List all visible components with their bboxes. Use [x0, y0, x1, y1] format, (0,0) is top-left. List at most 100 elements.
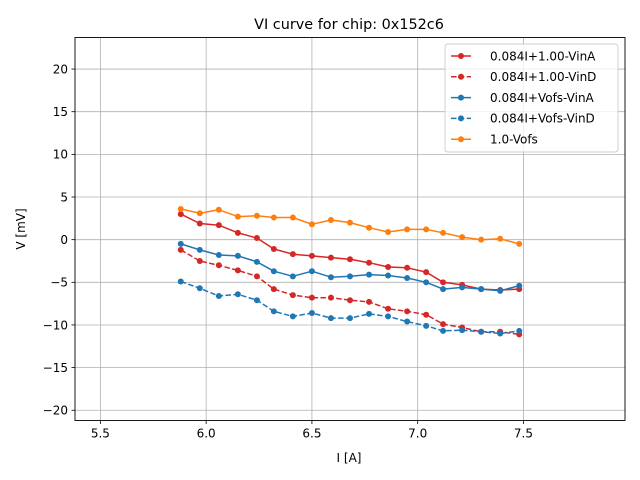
legend-marker	[458, 136, 464, 143]
x-tick-label: 6.0	[197, 427, 216, 441]
data-point	[177, 211, 184, 218]
data-point	[253, 258, 260, 265]
data-point	[385, 263, 392, 270]
data-point	[289, 292, 296, 299]
data-point	[215, 252, 222, 259]
y-tick-label: −10	[43, 318, 68, 332]
legend-entry: 1.0-Vofs	[451, 133, 538, 147]
data-point	[308, 310, 315, 317]
data-point	[404, 264, 411, 271]
data-point	[270, 286, 277, 293]
legend-marker	[458, 115, 464, 122]
legend-marker	[458, 73, 464, 80]
legend-frame	[444, 43, 619, 153]
data-point	[196, 257, 203, 264]
data-point	[177, 278, 184, 285]
series-line	[180, 208, 520, 245]
data-point	[497, 330, 504, 337]
data-point	[459, 284, 466, 291]
data-point	[270, 214, 277, 221]
y-tick-label: 20	[53, 62, 68, 76]
data-point	[289, 273, 296, 280]
data-point	[177, 246, 184, 253]
legend-entry: 0.084I+Vofs-VinD	[451, 112, 595, 126]
legend-label: 1.0-Vofs	[490, 133, 538, 147]
data-point	[215, 262, 222, 269]
legend-label: 0.084I+1.00-VinA	[490, 49, 596, 63]
y-tick-label: −15	[43, 361, 68, 375]
data-point	[423, 322, 430, 329]
data-point	[289, 313, 296, 320]
data-point	[215, 222, 222, 229]
data-point	[478, 286, 485, 293]
y-tick-label: −5	[50, 276, 68, 290]
series-line	[180, 243, 520, 292]
data-point	[289, 214, 296, 221]
data-point	[234, 291, 241, 298]
x-axis-label: I [A]	[337, 451, 362, 465]
data-point	[308, 252, 315, 259]
data-point	[347, 273, 353, 280]
data-point	[234, 267, 241, 274]
data-point	[347, 256, 353, 263]
data-point	[366, 224, 373, 231]
data-point	[327, 315, 334, 322]
y-tick-label: 5	[60, 190, 68, 204]
data-point	[459, 234, 466, 241]
y-tick-label: 10	[53, 148, 68, 162]
data-point	[440, 327, 447, 334]
data-point	[234, 229, 241, 236]
data-point	[347, 315, 353, 322]
series-5	[177, 205, 523, 247]
data-point	[234, 213, 241, 220]
series-line	[180, 280, 520, 335]
data-point	[423, 279, 430, 286]
plot-frame	[74, 37, 626, 421]
data-point	[327, 254, 334, 261]
data-point	[253, 273, 260, 280]
data-point	[497, 235, 504, 242]
data-point	[177, 240, 184, 247]
data-point	[253, 234, 260, 241]
data-point	[440, 279, 447, 286]
data-point	[423, 311, 430, 318]
data-point	[196, 285, 203, 292]
legend-marker	[458, 53, 464, 59]
data-point	[385, 228, 392, 235]
legend-entry: 0.084I+Vofs-VinA	[451, 91, 595, 105]
legend-label: 0.084I+Vofs-VinD	[490, 112, 595, 126]
series-3	[177, 240, 523, 294]
data-point	[327, 274, 334, 281]
legend-entry: 0.084I+1.00-VinA	[451, 49, 596, 63]
data-point	[270, 308, 277, 315]
data-point	[308, 268, 315, 275]
data-point	[366, 310, 373, 317]
x-tick-label: 7.0	[408, 427, 427, 441]
data-point	[234, 252, 241, 259]
x-tick-label: 5.5	[91, 427, 110, 441]
data-point	[327, 294, 334, 301]
data-point	[308, 294, 315, 301]
data-point	[404, 275, 411, 282]
y-tick-label: 15	[53, 105, 68, 119]
data-point	[440, 321, 447, 328]
data-point	[440, 286, 447, 293]
x-tick-label: 7.5	[514, 427, 533, 441]
data-point	[404, 308, 411, 315]
data-point	[253, 297, 260, 304]
series-4	[177, 278, 523, 337]
data-point	[308, 221, 315, 228]
data-point	[366, 271, 373, 278]
data-point	[385, 313, 392, 320]
data-point	[404, 226, 411, 233]
series-line	[180, 249, 520, 336]
data-point	[497, 287, 504, 294]
legend-entry: 0.084I+1.00-VinD	[451, 70, 596, 84]
data-point	[289, 251, 296, 258]
data-point	[177, 205, 184, 212]
data-point	[215, 292, 222, 299]
data-point	[478, 236, 485, 243]
data-point	[347, 219, 353, 226]
data-point	[347, 297, 353, 304]
